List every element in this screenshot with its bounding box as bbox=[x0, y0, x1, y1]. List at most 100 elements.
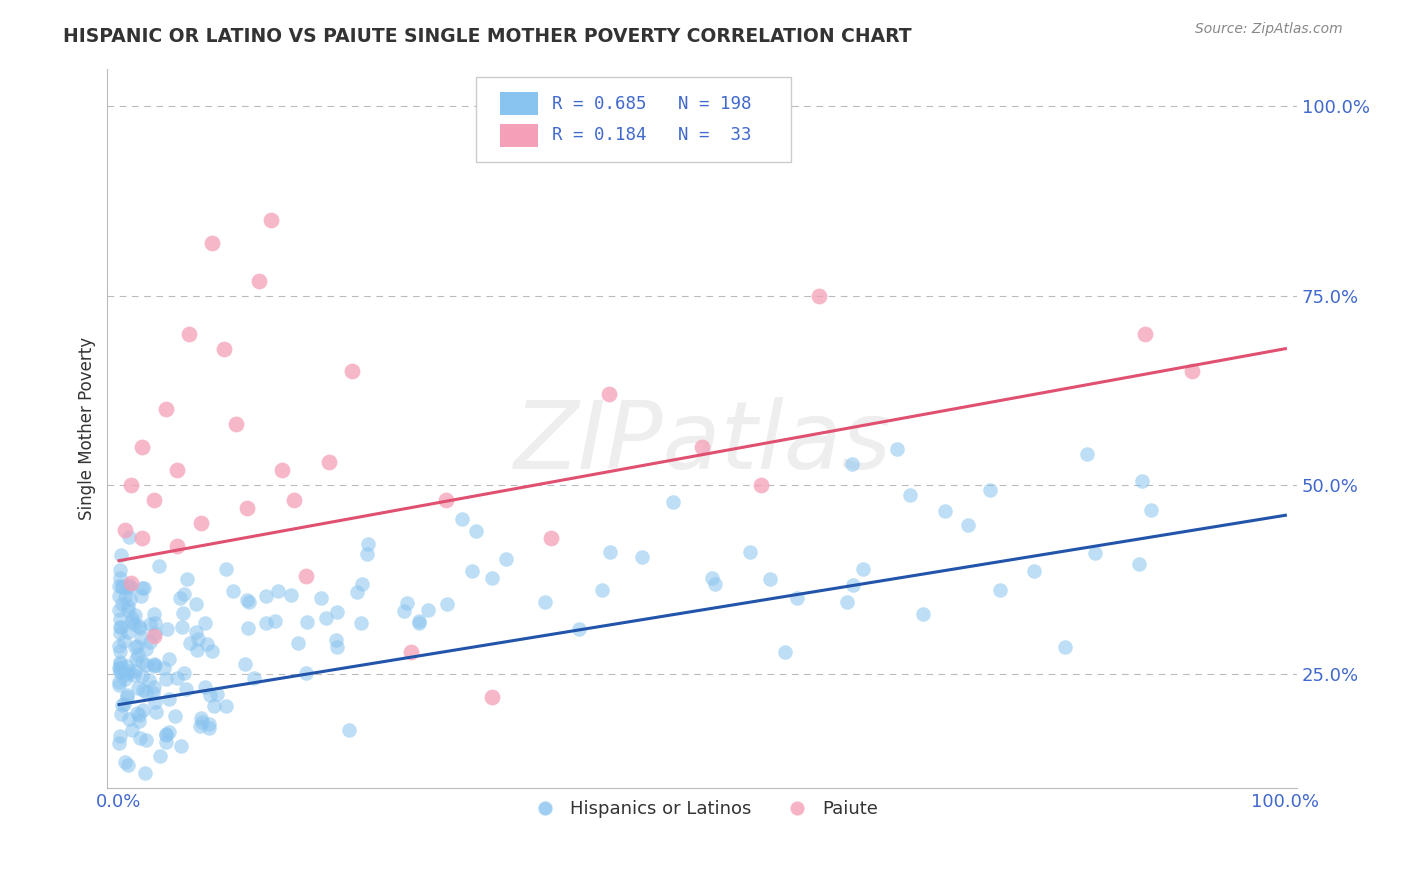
Point bbox=[114, 672, 136, 686]
Point bbox=[131, 669, 153, 683]
Point bbox=[108, 655, 131, 669]
Point bbox=[198, 721, 221, 735]
Point bbox=[807, 288, 830, 302]
Point bbox=[243, 671, 266, 685]
Point bbox=[143, 659, 166, 673]
Point bbox=[143, 657, 166, 672]
Point bbox=[117, 603, 139, 617]
Point bbox=[108, 563, 131, 577]
Point bbox=[157, 692, 180, 706]
Point bbox=[436, 598, 458, 612]
Point bbox=[135, 657, 157, 672]
Point bbox=[568, 623, 591, 637]
Point bbox=[342, 364, 364, 378]
Point bbox=[399, 644, 422, 658]
Point bbox=[337, 723, 360, 738]
Point bbox=[111, 579, 134, 593]
Point bbox=[155, 402, 177, 417]
Point bbox=[108, 674, 131, 689]
Point bbox=[138, 635, 160, 649]
Point bbox=[271, 463, 294, 477]
Point bbox=[121, 610, 143, 624]
Point bbox=[132, 582, 155, 596]
Point bbox=[131, 440, 153, 454]
Point bbox=[131, 531, 153, 545]
Point bbox=[131, 582, 153, 596]
Point bbox=[990, 583, 1012, 598]
Point bbox=[148, 558, 170, 573]
Point bbox=[188, 719, 211, 733]
Point bbox=[108, 579, 131, 593]
Point bbox=[236, 500, 259, 515]
Point bbox=[465, 524, 488, 538]
Point bbox=[418, 602, 440, 616]
Point bbox=[233, 657, 256, 671]
Point bbox=[110, 620, 132, 634]
Point bbox=[912, 607, 935, 621]
Point bbox=[112, 634, 135, 648]
Point bbox=[1022, 564, 1045, 578]
Point bbox=[122, 616, 145, 631]
Point bbox=[118, 664, 141, 678]
Point bbox=[326, 640, 349, 655]
Point bbox=[212, 342, 235, 356]
FancyBboxPatch shape bbox=[477, 77, 792, 162]
Point bbox=[121, 723, 143, 737]
Point bbox=[297, 615, 319, 630]
Point bbox=[145, 705, 167, 719]
Point bbox=[434, 493, 457, 508]
Point bbox=[886, 442, 908, 456]
Point bbox=[238, 595, 260, 609]
Point bbox=[108, 639, 131, 653]
Point bbox=[165, 709, 187, 723]
Point bbox=[740, 544, 762, 558]
Point bbox=[852, 561, 875, 575]
FancyBboxPatch shape bbox=[501, 124, 538, 147]
Point bbox=[177, 326, 200, 341]
Point bbox=[108, 661, 131, 675]
Point bbox=[114, 755, 136, 769]
Point bbox=[198, 688, 221, 702]
Point bbox=[591, 582, 613, 597]
Point bbox=[108, 620, 131, 634]
Point bbox=[690, 440, 713, 454]
Point bbox=[201, 643, 224, 657]
Point bbox=[143, 493, 166, 508]
Text: R = 0.184   N =  33: R = 0.184 N = 33 bbox=[553, 127, 752, 145]
Point bbox=[396, 596, 419, 610]
Point bbox=[190, 516, 212, 530]
Point bbox=[114, 590, 136, 604]
Point bbox=[110, 665, 132, 679]
Point bbox=[128, 714, 150, 728]
Point bbox=[786, 591, 808, 605]
Point bbox=[112, 697, 135, 711]
Point bbox=[125, 706, 148, 721]
Text: Source: ZipAtlas.com: Source: ZipAtlas.com bbox=[1195, 22, 1343, 37]
Point bbox=[120, 478, 142, 492]
Point bbox=[1135, 326, 1157, 341]
Point bbox=[247, 274, 270, 288]
Point bbox=[125, 639, 148, 653]
Point bbox=[118, 530, 141, 544]
Point bbox=[325, 633, 347, 648]
Point bbox=[131, 703, 153, 717]
Point bbox=[481, 690, 503, 704]
Point bbox=[294, 569, 316, 583]
Point bbox=[118, 592, 141, 607]
Point bbox=[108, 737, 131, 751]
Point bbox=[186, 625, 208, 640]
Point bbox=[128, 621, 150, 635]
Point bbox=[254, 615, 277, 630]
Point bbox=[135, 641, 157, 656]
Point bbox=[195, 636, 218, 650]
Point bbox=[166, 671, 188, 685]
Point bbox=[598, 387, 620, 401]
Point bbox=[1181, 364, 1204, 378]
Point bbox=[110, 580, 132, 594]
Text: HISPANIC OR LATINO VS PAIUTE SINGLE MOTHER POVERTY CORRELATION CHART: HISPANIC OR LATINO VS PAIUTE SINGLE MOTH… bbox=[63, 27, 912, 45]
Point bbox=[540, 531, 562, 545]
Point bbox=[283, 493, 305, 508]
Point bbox=[143, 680, 166, 694]
Point bbox=[835, 595, 858, 609]
Point bbox=[193, 615, 215, 630]
